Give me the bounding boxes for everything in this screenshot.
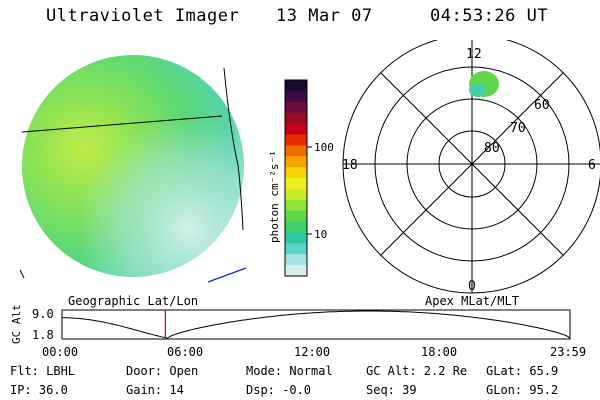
colorbar-segment xyxy=(285,178,307,190)
info-dsp: Dsp: -0.0 xyxy=(246,383,312,397)
mlt-label-6: 6 xyxy=(588,158,596,173)
instrument-title: Ultraviolet Imager xyxy=(46,6,240,26)
x-tick-1200: 12:00 xyxy=(294,345,330,359)
colorbar-segment xyxy=(285,90,307,103)
colorbar-segment xyxy=(285,101,307,114)
y-axis-label: GC Alt xyxy=(10,304,23,344)
image-date: 13 Mar 07 xyxy=(276,6,373,26)
colorbar-unit-label: photon cm⁻²s⁻¹ xyxy=(268,150,281,243)
info-glon: GLon: 95.2 xyxy=(486,383,559,397)
info-gc-alt: GC Alt: 2.2 Re xyxy=(366,364,468,378)
info-filter: Flt: LBHL xyxy=(10,364,76,378)
info-door: Door: Open xyxy=(126,364,199,378)
colorbar-segment xyxy=(285,232,307,244)
x-tick-0000: 00:00 xyxy=(42,345,78,359)
colorbar-segment xyxy=(285,80,307,92)
limb-line xyxy=(223,67,244,231)
terminator-line xyxy=(21,115,223,133)
mlt-label-12: 12 xyxy=(466,47,482,62)
colorbar-segment xyxy=(285,188,307,201)
lat-label-70: 70 xyxy=(510,121,526,136)
colorbar-segment xyxy=(285,210,307,223)
colorbar-segment xyxy=(285,254,307,266)
colorbar-label-10: 10 xyxy=(314,228,327,241)
disk-speckle xyxy=(22,55,244,277)
info-mode: Mode: Normal xyxy=(246,364,333,378)
info-seq: Seq: 39 xyxy=(366,383,417,397)
colorbar-segment xyxy=(285,167,307,179)
timeline-right-title: Apex MLat/MLT xyxy=(425,294,519,308)
coastline-segment xyxy=(207,267,247,283)
altitude-timeline: 9.0 1.8 GC Alt 00:00 06:00 12:00 18:00 2… xyxy=(10,304,586,359)
colorbar-label-100: 100 xyxy=(314,141,334,154)
lat-label-60: 60 xyxy=(534,98,550,113)
orbit-altitude-curve xyxy=(62,310,571,339)
colorbar-segment xyxy=(285,221,307,233)
polar-meridian-diag2 xyxy=(380,72,564,256)
limb-tick xyxy=(19,269,25,279)
info-gain: Gain: 14 xyxy=(126,383,184,397)
colorbar-frame xyxy=(284,79,308,277)
y-tick-9: 9.0 xyxy=(32,307,54,321)
colorbar-segment xyxy=(285,134,307,146)
x-tick-1800: 18:00 xyxy=(421,345,457,359)
auroral-patch-core xyxy=(469,83,487,97)
timeline-frame xyxy=(61,309,571,340)
polar-plot: 12 18 6 0 60 70 80 xyxy=(342,40,600,294)
colorbar-segment xyxy=(285,123,307,135)
mlt-label-0: 0 xyxy=(468,279,476,294)
image-time: 04:53:26 UT xyxy=(430,6,549,26)
earth-disk-image xyxy=(19,55,247,283)
info-ip: IP: 36.0 xyxy=(10,383,68,397)
colorbar-segment xyxy=(285,199,307,212)
colorbar-segment xyxy=(285,156,307,168)
colorbar: 100 10 photon cm⁻²s⁻¹ xyxy=(268,79,334,277)
colorbar-segment xyxy=(285,145,307,157)
colorbar-segment xyxy=(285,112,307,125)
info-glat: GLat: 65.9 xyxy=(486,364,559,378)
timeline-left-title: Geographic Lat/Lon xyxy=(68,294,199,308)
mlt-label-18: 18 xyxy=(342,158,358,173)
colorbar-segment xyxy=(285,243,307,255)
lat-label-80: 80 xyxy=(484,141,500,156)
y-tick-1.8: 1.8 xyxy=(32,328,54,342)
colorbar-segment xyxy=(285,265,307,277)
x-tick-2359: 23:59 xyxy=(550,345,586,359)
x-tick-0600: 06:00 xyxy=(167,345,203,359)
